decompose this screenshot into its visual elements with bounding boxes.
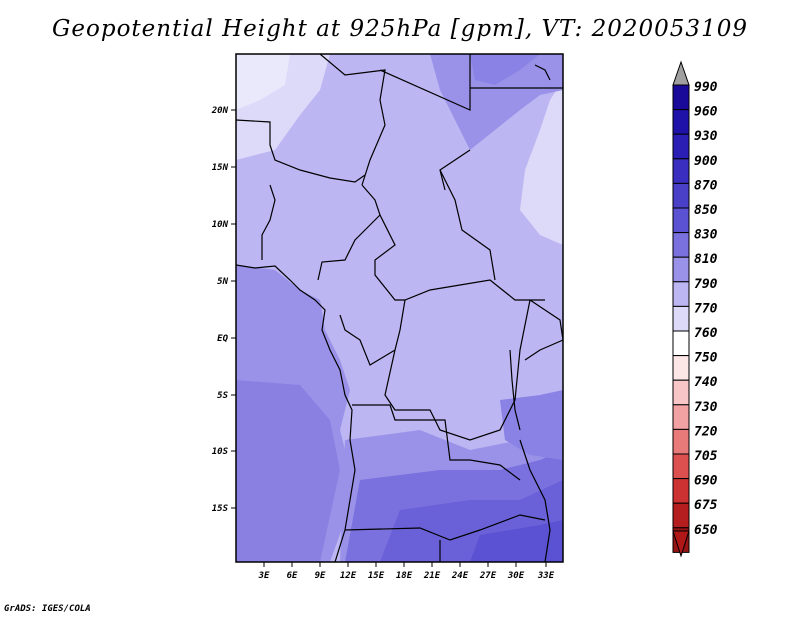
lon-label: 9E [315,571,326,581]
colorbar-level-label: 650 [694,523,718,538]
colorbar-cell [672,207,690,234]
map-field [236,54,563,562]
colorbar-cell [672,428,690,455]
colorbar-cell [672,182,690,209]
field-ne-810 [430,54,563,150]
colorbar-level-label: 675 [694,498,718,513]
colorbar-level-label: 850 [694,203,718,218]
lon-label: 24E [451,571,469,581]
colorbar-level-label: 705 [694,449,718,464]
colorbar-cells [672,84,690,553]
lat-axis: 20N 15N 10N 5N EQ 5S 10S 15S [211,106,236,514]
lon-label: 33E [537,571,555,581]
field-atlantic-830 [236,380,340,562]
lat-label: 15S [212,504,229,514]
lon-label: 3E [258,571,270,581]
lon-label: 15E [368,571,385,581]
field-light-ne [520,80,563,245]
colorbar-level-label: 810 [694,252,718,267]
lon-label: 12E [340,571,357,581]
colorbar-cell [672,330,690,357]
border-sahel [236,119,366,183]
colorbar-level-label: 930 [694,129,718,144]
colorbar-level-label: 740 [694,375,718,390]
colorbar-top-arrow [672,60,690,86]
lat-label: 15N [212,163,229,173]
colorbar-level-label: 690 [694,474,718,489]
colorbar-level-label: 870 [694,178,718,193]
colorbar-cell [672,256,690,283]
colorbar-level-label: 990 [694,80,718,95]
chart-title: Geopotential Height at 925hPa [gpm], VT:… [52,16,748,42]
border-chad-sudan [439,169,496,281]
border-kenya-uganda [524,299,563,361]
colorbar-bottom-arrow [672,530,690,558]
field-south-870 [470,520,563,562]
lon-label: 30E [507,571,525,581]
border-congo [339,299,406,366]
coast-ne [534,64,551,81]
coastline-west [236,264,356,562]
colorbar-cell [672,133,690,160]
border-angola [352,404,521,481]
border-zambia-south [344,514,546,541]
colorbar-level-label: 790 [694,277,718,292]
map-frame [235,53,564,563]
colorbar-level-label: 960 [694,105,718,120]
field-lighter-nw [236,54,290,110]
lat-label: 20N [211,106,229,116]
colorbar-level-label: 900 [694,154,718,169]
lon-label: 6E [287,571,298,581]
border-malawi [519,439,551,562]
colorbar-cell [672,355,690,381]
colorbar-level-label: 720 [694,424,718,439]
colorbar-cell [672,478,690,504]
colorbar-cell [672,453,690,480]
lon-label: 27E [479,571,497,581]
colorbar-cell [672,158,690,184]
lake-tanganyika [509,349,521,431]
colorbar-level-label: 730 [694,400,718,415]
colorbar-cell [672,109,690,135]
colorbar-cell [672,404,690,430]
colorbar-cell [672,502,690,529]
colorbar-cell [672,84,690,111]
lat-label: 10N [212,220,229,230]
colorbar-cell [672,379,690,406]
border-darfur [439,149,471,191]
lat-label: 5N [217,277,228,287]
colorbar-level-label: 770 [694,301,718,316]
colorbar-cell [672,281,690,307]
lon-label: 21E [423,571,441,581]
colorbar-labels: 990 960 930 900 870 850 830 810 790 770 760 750 740 7… [694,80,718,538]
lat-label: 5S [217,391,228,401]
lon-axis: 3E 6E 9E 12E 15E 18E 21E 24E 27E 30E 33E [258,562,555,581]
colorbar-level-label: 750 [694,351,718,366]
border-drc [384,299,531,441]
border-nigeria-cameroon [317,184,381,281]
colorbar-cell [672,305,690,332]
field-east-820 [500,390,563,460]
colorbar-level-label: 760 [694,326,718,341]
border-benin [261,184,276,260]
field-ne-820 [470,54,540,85]
colorbar: 990 960 930 900 870 850 830 810 790 770 760 750 740 7… [672,60,718,558]
map-borders [236,54,563,562]
colorbar-cell [672,232,690,258]
border-chad-libya [379,54,471,111]
colorbar-level-label: 830 [694,228,718,243]
lat-label: 10S [212,447,229,457]
grads-credit: GrADS: IGES/COLA [4,604,91,614]
lon-label: 18E [396,571,413,581]
lat-label: EQ [217,334,228,344]
border-niger-chad [319,54,386,186]
